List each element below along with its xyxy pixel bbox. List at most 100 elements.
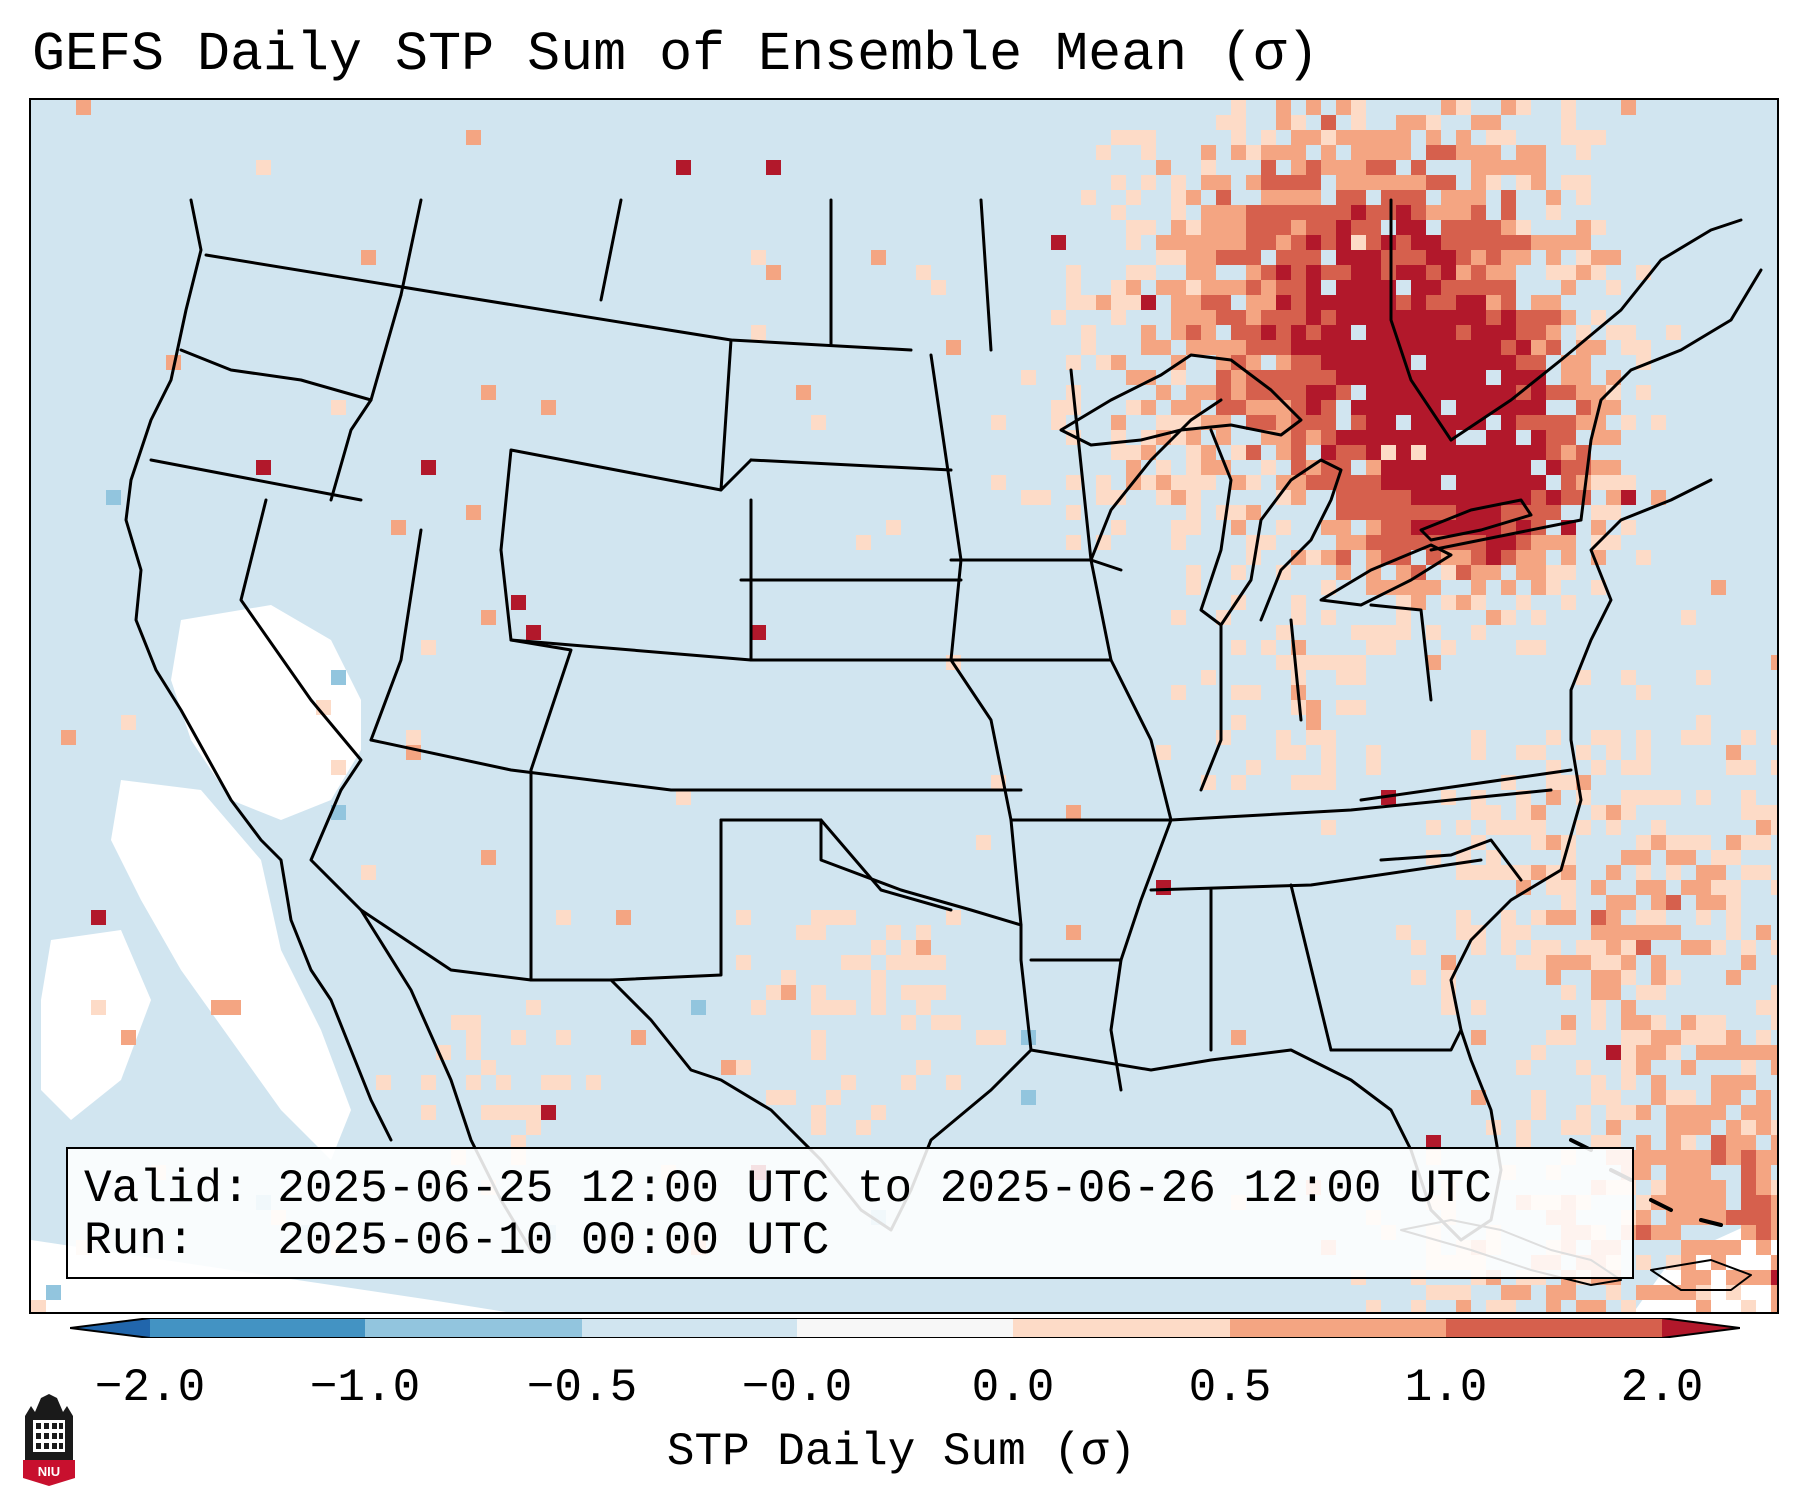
anomaly-cell xyxy=(1396,565,1411,580)
anomaly-cell xyxy=(1591,805,1606,820)
anomaly-cell xyxy=(1306,715,1321,730)
anomaly-cell xyxy=(1636,550,1651,565)
anomaly-cell xyxy=(1561,865,1576,880)
anomaly-cell xyxy=(1696,1300,1711,1312)
anomaly-cell xyxy=(1576,955,1591,970)
anomaly-cell xyxy=(1231,325,1246,340)
anomaly-cell xyxy=(1321,115,1336,130)
anomaly-cell xyxy=(811,415,826,430)
anomaly-cell xyxy=(1276,310,1291,325)
anomaly-cell xyxy=(1291,145,1306,160)
anomaly-cell xyxy=(1771,1060,1777,1075)
anomaly-cell xyxy=(1711,895,1726,910)
anomaly-cell xyxy=(1621,520,1636,535)
anomaly-cell xyxy=(1726,835,1741,850)
anomaly-cell xyxy=(1111,520,1126,535)
anomaly-cell xyxy=(1096,475,1111,490)
anomaly-cell xyxy=(1426,295,1441,310)
anomaly-cell xyxy=(1516,955,1531,970)
nd-sd xyxy=(749,458,953,472)
anomaly-cell xyxy=(1741,1225,1756,1240)
anomaly-cell xyxy=(1546,460,1561,475)
anomaly-cell xyxy=(1561,130,1576,145)
anomaly-cell xyxy=(1576,175,1591,190)
anomaly-cell xyxy=(1636,760,1651,775)
anomaly-cell xyxy=(1396,295,1411,310)
anomaly-cell xyxy=(1501,295,1516,310)
anomaly-cell xyxy=(1171,175,1186,190)
anomaly-cell xyxy=(1726,925,1741,940)
anomaly-cell xyxy=(1366,415,1381,430)
anomaly-cell xyxy=(991,415,1006,430)
anomaly-cell xyxy=(1681,1180,1696,1195)
anomaly-cell xyxy=(1081,295,1096,310)
anomaly-cell xyxy=(1231,715,1246,730)
anomaly-cell xyxy=(1321,730,1336,745)
anomaly-cell xyxy=(841,910,856,925)
anomaly-cell xyxy=(1591,580,1606,595)
anomaly-cell xyxy=(1306,205,1321,220)
anomaly-cell xyxy=(1351,295,1366,310)
lake-ontario xyxy=(1419,498,1533,542)
quebec-labrador xyxy=(1389,198,1453,442)
anomaly-cell xyxy=(1066,295,1081,310)
anomaly-cell xyxy=(1276,355,1291,370)
anomaly-cell xyxy=(1651,1150,1666,1165)
anomaly-cell xyxy=(1531,805,1546,820)
anomaly-cell xyxy=(1321,130,1336,145)
anomaly-cell xyxy=(1576,130,1591,145)
anomaly-cell xyxy=(1591,505,1606,520)
anomaly-cell xyxy=(1306,295,1321,310)
anomaly-cell xyxy=(1156,415,1171,430)
anomaly-cell xyxy=(871,250,886,265)
colorbar-bin xyxy=(797,1318,1013,1338)
anomaly-cell xyxy=(1096,295,1111,310)
anomaly-cell xyxy=(1426,580,1441,595)
anomaly-cell xyxy=(1471,745,1486,760)
anomaly-cell xyxy=(1336,175,1351,190)
anomaly-cell xyxy=(1546,535,1561,550)
anomaly-cell xyxy=(811,1105,826,1120)
anomaly-cell xyxy=(1441,250,1456,265)
anomaly-cell xyxy=(1096,355,1111,370)
anomaly-cell xyxy=(1396,385,1411,400)
anomaly-cell xyxy=(1201,670,1216,685)
anomaly-cell xyxy=(466,1075,481,1090)
anomaly-cell xyxy=(1546,775,1561,790)
anomaly-cell xyxy=(1606,250,1621,265)
anomaly-cell xyxy=(1201,475,1216,490)
state-borders xyxy=(124,198,1763,1291)
anomaly-cell xyxy=(1321,145,1336,160)
anomaly-cell xyxy=(1171,205,1186,220)
anomaly-cell xyxy=(1606,460,1621,475)
anomaly-cell xyxy=(1666,325,1681,340)
anomaly-cell xyxy=(331,400,346,415)
anomaly-cell xyxy=(1201,310,1216,325)
anomaly-cell xyxy=(1471,235,1486,250)
anomaly-cell xyxy=(1576,190,1591,205)
anomaly-cell xyxy=(1516,415,1531,430)
anomaly-cell xyxy=(1741,730,1756,745)
il-in xyxy=(1199,623,1223,792)
anomaly-cell xyxy=(1396,445,1411,460)
anomaly-cell xyxy=(1351,310,1366,325)
anomaly-cell xyxy=(211,1000,226,1015)
anomaly-cell xyxy=(1771,1270,1777,1285)
anomaly-cell xyxy=(511,1135,526,1150)
anomaly-cell xyxy=(1306,370,1321,385)
anomaly-cell xyxy=(916,985,931,1000)
anomaly-cell xyxy=(526,1105,541,1120)
anomaly-cell xyxy=(1231,340,1246,355)
anomaly-cell xyxy=(1531,355,1546,370)
anomaly-cell xyxy=(1666,1285,1681,1300)
anomaly-cell xyxy=(1756,1270,1771,1285)
anomaly-cell xyxy=(1516,235,1531,250)
colorbar-tick-label: 2.0 xyxy=(1620,1362,1704,1414)
anomaly-cell xyxy=(1756,1105,1771,1120)
anomaly-cell xyxy=(1231,685,1246,700)
anomaly-cell xyxy=(1636,340,1651,355)
anomaly-cell xyxy=(1681,1030,1696,1045)
anomaly-cell xyxy=(1216,220,1231,235)
anomaly-cell xyxy=(1486,505,1501,520)
anomaly-cell xyxy=(1291,160,1306,175)
